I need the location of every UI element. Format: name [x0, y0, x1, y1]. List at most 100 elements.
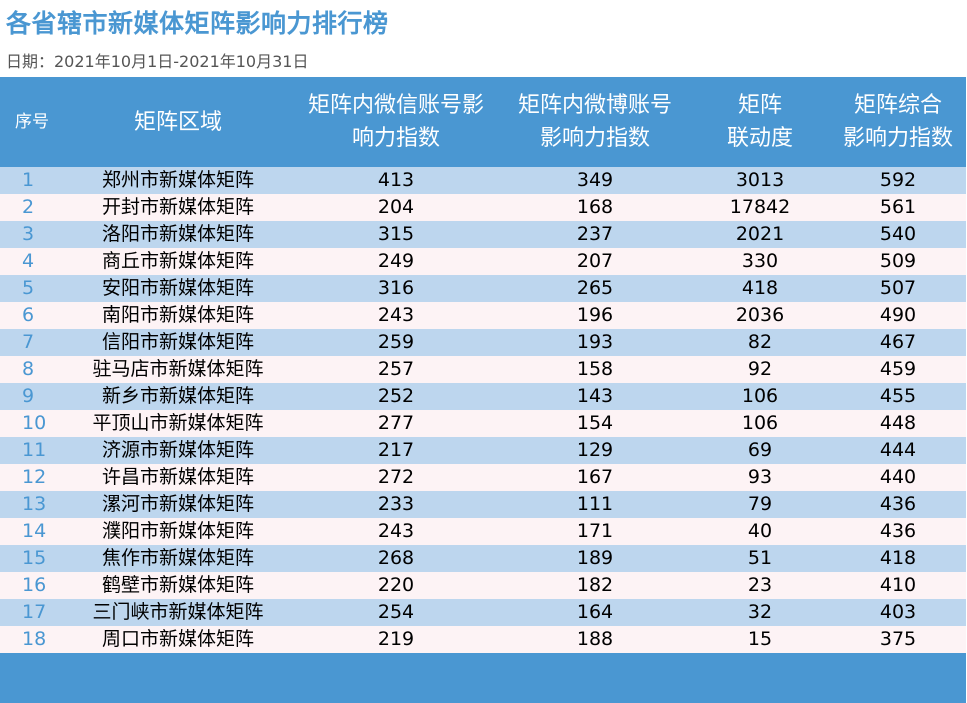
header-weibo-index: 矩阵内微博账号 影响力指数 — [517, 93, 672, 151]
row-overall-index: 436 — [879, 520, 917, 542]
row-index: 7 — [22, 331, 35, 353]
table-row: 17 三门峡市新媒体矩阵 254 164 32 403 — [0, 599, 966, 626]
page-title: 各省辖市新媒体矩阵影响力排行榜 — [6, 9, 389, 38]
row-overall-index: 410 — [879, 574, 917, 596]
table-header: 序号 矩阵区域 矩阵内微信账号影 响力指数 矩阵内微博账号 影响力指数 矩阵 联… — [0, 77, 966, 167]
row-overall-index: 540 — [879, 223, 917, 245]
row-weibo-index: 207 — [576, 250, 614, 272]
row-wechat-index: 249 — [377, 250, 415, 272]
row-overall-index: 403 — [879, 601, 917, 623]
row-wechat-index: 243 — [377, 520, 415, 542]
row-region: 鹤壁市新媒体矩阵 — [101, 574, 254, 596]
table-row: 5 安阳市新媒体矩阵 316 265 418 507 — [0, 275, 966, 302]
row-overall-index: 509 — [879, 250, 917, 272]
row-region: 新乡市新媒体矩阵 — [101, 385, 254, 407]
row-weibo-index: 196 — [576, 304, 614, 326]
row-region: 郑州市新媒体矩阵 — [101, 169, 254, 191]
row-weibo-index: 188 — [576, 628, 614, 650]
row-wechat-index: 220 — [377, 574, 415, 596]
row-index: 4 — [22, 250, 35, 272]
row-region: 安阳市新媒体矩阵 — [101, 277, 254, 299]
table-row: 11 济源市新媒体矩阵 217 129 69 444 — [0, 437, 966, 464]
row-region: 平顶山市新媒体矩阵 — [92, 412, 264, 434]
row-weibo-index: 237 — [576, 223, 614, 245]
row-index: 13 — [22, 493, 47, 515]
row-weibo-index: 349 — [576, 169, 614, 191]
row-weibo-index: 265 — [576, 277, 614, 299]
row-weibo-index: 164 — [576, 601, 614, 623]
row-linkage: 92 — [747, 358, 773, 380]
row-wechat-index: 315 — [377, 223, 415, 245]
row-index: 5 — [22, 277, 35, 299]
row-overall-index: 440 — [879, 466, 917, 488]
row-weibo-index: 143 — [576, 385, 614, 407]
row-linkage: 93 — [747, 466, 773, 488]
table-row: 2 开封市新媒体矩阵 204 168 17842 561 — [0, 194, 966, 221]
row-index: 11 — [22, 439, 47, 461]
row-wechat-index: 259 — [377, 331, 415, 353]
header-region: 矩阵区域 — [133, 109, 222, 135]
row-overall-index: 448 — [879, 412, 917, 434]
row-region: 南阳市新媒体矩阵 — [101, 304, 254, 326]
row-wechat-index: 257 — [377, 358, 415, 380]
table-row: 8 驻马店市新媒体矩阵 257 158 92 459 — [0, 356, 966, 383]
row-linkage: 32 — [747, 601, 773, 623]
table-row: 15 焦作市新媒体矩阵 268 189 51 418 — [0, 545, 966, 572]
row-index: 17 — [22, 601, 47, 623]
row-wechat-index: 204 — [377, 196, 415, 218]
table-row: 4 商丘市新媒体矩阵 249 207 330 509 — [0, 248, 966, 275]
row-wechat-index: 413 — [377, 169, 415, 191]
row-index: 12 — [22, 466, 47, 488]
table-footer — [0, 653, 966, 703]
row-region: 周口市新媒体矩阵 — [101, 628, 254, 650]
row-wechat-index: 219 — [377, 628, 415, 650]
row-overall-index: 459 — [879, 358, 917, 380]
row-linkage: 23 — [747, 574, 773, 596]
table-row: 1 郑州市新媒体矩阵 413 349 3013 592 — [0, 167, 966, 194]
row-weibo-index: 111 — [576, 493, 614, 515]
row-region: 濮阳市新媒体矩阵 — [101, 520, 254, 542]
row-region: 焦作市新媒体矩阵 — [101, 547, 254, 569]
row-linkage: 17842 — [729, 196, 791, 218]
table-row: 10 平顶山市新媒体矩阵 277 154 106 448 — [0, 410, 966, 437]
table-row: 3 洛阳市新媒体矩阵 315 237 2021 540 — [0, 221, 966, 248]
row-index: 8 — [22, 358, 35, 380]
table-row: 13 漯河市新媒体矩阵 233 111 79 436 — [0, 491, 966, 518]
row-linkage: 2036 — [735, 304, 785, 326]
row-index: 18 — [22, 628, 47, 650]
row-linkage: 69 — [747, 439, 773, 461]
row-index: 10 — [22, 412, 47, 434]
header-wechat-index: 矩阵内微信账号影 响力指数 — [307, 93, 484, 151]
row-linkage: 2021 — [735, 223, 785, 245]
row-linkage: 82 — [747, 331, 773, 353]
row-region: 商丘市新媒体矩阵 — [101, 250, 254, 272]
header-overall-index: 矩阵综合 影响力指数 — [842, 93, 953, 151]
row-index: 1 — [22, 169, 35, 191]
table-row: 14 濮阳市新媒体矩阵 243 171 40 436 — [0, 518, 966, 545]
row-linkage: 40 — [747, 520, 773, 542]
row-overall-index: 467 — [879, 331, 917, 353]
row-overall-index: 592 — [879, 169, 917, 191]
row-wechat-index: 272 — [377, 466, 415, 488]
row-wechat-index: 252 — [377, 385, 415, 407]
date-range: 日期：2021年10月1日-2021年10月31日 — [6, 52, 309, 71]
row-region: 驻马店市新媒体矩阵 — [92, 358, 264, 380]
table-row: 9 新乡市新媒体矩阵 252 143 106 455 — [0, 383, 966, 410]
row-region: 三门峡市新媒体矩阵 — [92, 601, 264, 623]
table-row: 7 信阳市新媒体矩阵 259 193 82 467 — [0, 329, 966, 356]
row-weibo-index: 168 — [576, 196, 614, 218]
row-index: 9 — [22, 385, 35, 407]
row-weibo-index: 167 — [576, 466, 614, 488]
row-overall-index: 455 — [879, 385, 917, 407]
header-linkage: 矩阵 联动度 — [726, 93, 793, 151]
row-wechat-index: 217 — [377, 439, 415, 461]
row-region: 济源市新媒体矩阵 — [101, 439, 254, 461]
row-wechat-index: 268 — [377, 547, 415, 569]
row-wechat-index: 277 — [377, 412, 415, 434]
row-index: 15 — [22, 547, 47, 569]
row-index: 16 — [22, 574, 47, 596]
table-row: 12 许昌市新媒体矩阵 272 167 93 440 — [0, 464, 966, 491]
row-weibo-index: 182 — [576, 574, 614, 596]
row-overall-index: 561 — [879, 196, 917, 218]
